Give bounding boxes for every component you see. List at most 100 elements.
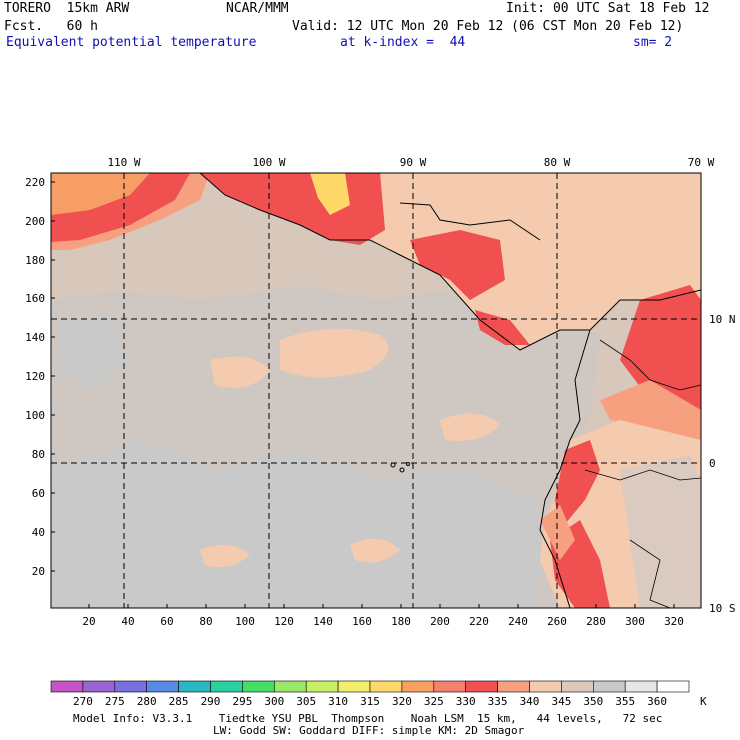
- colorbar-swatch: [242, 680, 275, 693]
- colorbar-swatch: [369, 680, 403, 693]
- x-tick: 80: [199, 615, 212, 628]
- colorbar-unit: K: [700, 695, 707, 708]
- valid-time: Valid: 12 UTC Mon 20 Feb 12 (06 CST Mon …: [292, 19, 684, 34]
- x-tick: 320: [664, 615, 684, 628]
- colorbar-label: 325: [424, 695, 444, 708]
- x-tick: 120: [274, 615, 294, 628]
- colorbar-label: 290: [201, 695, 221, 708]
- pacific-coastline: [199, 173, 701, 351]
- map-area: [51, 173, 701, 608]
- colorbar-label: 340: [520, 695, 540, 708]
- colorbar-label: 320: [392, 695, 412, 708]
- colorbar-label: 350: [583, 695, 603, 708]
- colorbar-label: 295: [232, 695, 252, 708]
- colorbar-swatch: [50, 680, 84, 693]
- y-tick: 200: [25, 215, 45, 228]
- colorbar-label: 305: [296, 695, 316, 708]
- colorbar-label: 355: [615, 695, 635, 708]
- x-tick: 300: [625, 615, 645, 628]
- y-tick: 160: [25, 292, 45, 305]
- colorbar-label: 345: [551, 695, 571, 708]
- ocean-gray-south: [51, 440, 540, 608]
- ocean-tan-4: [350, 538, 400, 563]
- latlon-grid: [51, 173, 701, 608]
- left-y-ticks: 220 200 180 160 140 120 100 80 60 40 20: [25, 176, 55, 578]
- y-tick: 40: [32, 526, 45, 539]
- model-title: TORERO 15km ARW: [4, 1, 130, 16]
- map-frame: [50, 172, 702, 609]
- y-tick: 220: [25, 176, 45, 189]
- colorbar-label: 280: [137, 695, 157, 708]
- top-lon-labels: 110 W 100 W 90 W 80 W 70 W: [107, 156, 714, 169]
- colorbar-swatch: [592, 680, 626, 693]
- right-lat-labels: 10 N 0 10 S: [709, 313, 736, 615]
- colorbar-label: 335: [488, 695, 508, 708]
- smoothing-label: sm= 2: [633, 35, 673, 50]
- ocean-tan-5: [200, 545, 250, 568]
- colorbar-swatch: [561, 680, 594, 693]
- colorbar-labels: 270 275 280 285 290 295 300 305 310 315 320 325 330 3…: [73, 695, 667, 708]
- colorbar-swatch: [114, 680, 148, 693]
- colorbar-swatch: [401, 680, 435, 693]
- lon-label: 70 W: [688, 156, 715, 169]
- field-name: Equivalent potential temperature: [6, 35, 257, 50]
- colorbar-swatch: [178, 680, 211, 693]
- x-tick: 100: [235, 615, 255, 628]
- level-label: at k-index = 44: [340, 35, 466, 50]
- costa-rica-red: [475, 310, 530, 345]
- x-tick: 220: [469, 615, 489, 628]
- colorbar-swatch: [210, 680, 243, 693]
- colorbar-label: 275: [105, 695, 125, 708]
- amazon-gray: [620, 455, 701, 608]
- y-tick: 120: [25, 370, 45, 383]
- y-tick: 80: [32, 448, 45, 461]
- colorbar-swatch: [305, 680, 339, 693]
- colorbar-label: 300: [264, 695, 284, 708]
- y-tick: 140: [25, 331, 45, 344]
- ocean-tan-3: [440, 413, 500, 441]
- x-tick: 240: [508, 615, 528, 628]
- colorbar-swatch: [465, 680, 498, 693]
- ocean-tan-center: [280, 328, 388, 378]
- colorbar-swatch: [497, 680, 530, 693]
- y-tick: 60: [32, 487, 45, 500]
- colorbar-label: 270: [73, 695, 93, 708]
- y-tick: 20: [32, 565, 45, 578]
- ecuador-border: [584, 469, 701, 481]
- x-tick: 20: [82, 615, 95, 628]
- colombia-salmon: [600, 380, 701, 440]
- lon-label: 100 W: [252, 156, 285, 169]
- lon-label: 110 W: [107, 156, 140, 169]
- colorbar-label: 285: [169, 695, 189, 708]
- lon-label: 90 W: [400, 156, 427, 169]
- galapagos-island-3: [406, 462, 410, 466]
- colorbar-swatch: [433, 680, 466, 693]
- colorbar-swatch: [529, 680, 562, 693]
- honduras-red: [410, 230, 505, 300]
- bottom-x-ticks: 20 40 60 80 100 120 140 160 180 200 220 …: [82, 604, 684, 628]
- nw-orange-zone: [51, 173, 150, 215]
- x-tick: 40: [121, 615, 134, 628]
- peru-salmon: [540, 505, 575, 560]
- colorbar-swatch: [656, 680, 690, 693]
- colorbar: [50, 680, 690, 693]
- peru-border: [629, 539, 671, 608]
- y-tick: 100: [25, 409, 45, 422]
- x-tick: 140: [313, 615, 333, 628]
- colorbar-label: 315: [360, 695, 380, 708]
- x-tick: 160: [352, 615, 372, 628]
- colorbar-label: 330: [456, 695, 476, 708]
- lat-label: 0: [709, 457, 716, 470]
- galapagos-island-2: [399, 467, 405, 473]
- lat-label: 10 S: [709, 602, 736, 615]
- sa-coastline: [539, 329, 591, 608]
- caribbean-coastline: [399, 202, 541, 241]
- colorbar-label: 310: [328, 695, 348, 708]
- colorbar-swatch: [82, 680, 116, 693]
- forecast-hour: Fcst. 60 h: [4, 19, 98, 34]
- colorbar-swatch: [337, 680, 371, 693]
- colorbar-swatch: [146, 680, 179, 693]
- x-tick: 60: [160, 615, 173, 628]
- colombia-border: [599, 339, 701, 391]
